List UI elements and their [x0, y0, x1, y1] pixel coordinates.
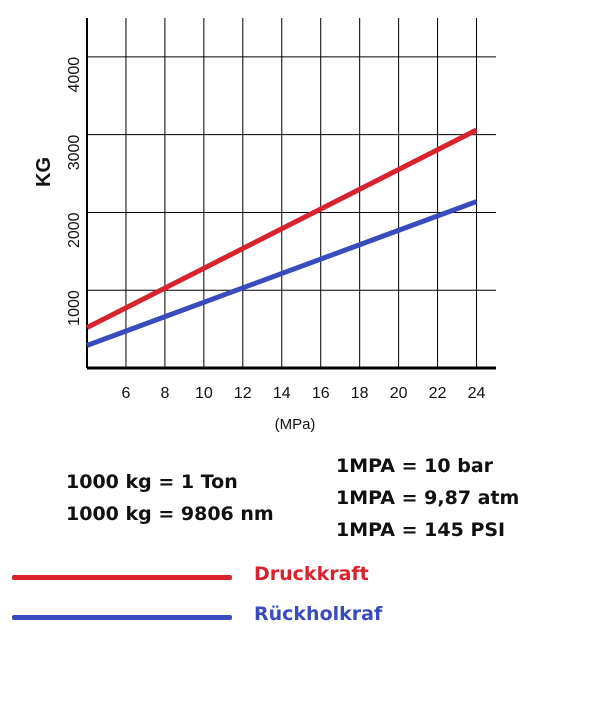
x-tick-label: 24	[468, 385, 486, 402]
x-tick-label: 18	[351, 385, 369, 402]
note-right-2: 1MPA = 9,87 atm	[336, 487, 520, 509]
note-right-3: 1MPA = 145 PSI	[336, 519, 506, 541]
y-tick-label: 4000	[66, 57, 83, 93]
x-tick-label: 10	[195, 385, 213, 402]
x-tick-label: 14	[273, 385, 291, 402]
grid	[87, 18, 496, 368]
y-tick-labels: 1000 2000 3000 4000	[66, 57, 83, 326]
x-tick-label: 20	[390, 385, 408, 402]
legend-label-druckkraft: Druckkraft	[254, 563, 369, 585]
x-tick-label: 12	[234, 385, 252, 402]
legend-line-rueckholkraf	[12, 615, 232, 620]
legend-label-rueckholkraf: Rückholkraf	[254, 603, 383, 625]
y-axis-label: KG	[33, 157, 55, 187]
x-tick-label: 22	[429, 385, 447, 402]
series-line-0	[85, 127, 478, 330]
axes	[86, 18, 496, 370]
y-tick-label: 2000	[66, 212, 83, 248]
note-left-1: 1000 kg = 1 Ton	[66, 471, 238, 493]
x-tick-label: 6	[121, 385, 130, 402]
series-line-1	[86, 199, 478, 348]
x-tick-label: 8	[160, 385, 169, 402]
y-tick-label: 3000	[66, 135, 83, 171]
legend-line-druckkraft	[12, 575, 232, 580]
x-tick-labels: 6 8 10 12 14 16 18 20 22 24	[121, 385, 485, 402]
chart: 6 8 10 12 14 16 18 20 22 24 1000 2000 3000 4000 KG (…	[33, 18, 496, 433]
series-lines	[85, 127, 478, 348]
x-tick-label: 16	[312, 385, 330, 402]
y-tick-label: 1000	[66, 290, 83, 326]
x-axis-label: (MPa)	[275, 416, 316, 433]
note-right-1: 1MPA = 10 bar	[336, 455, 494, 477]
note-left-2: 1000 kg = 9806 nm	[66, 503, 274, 525]
